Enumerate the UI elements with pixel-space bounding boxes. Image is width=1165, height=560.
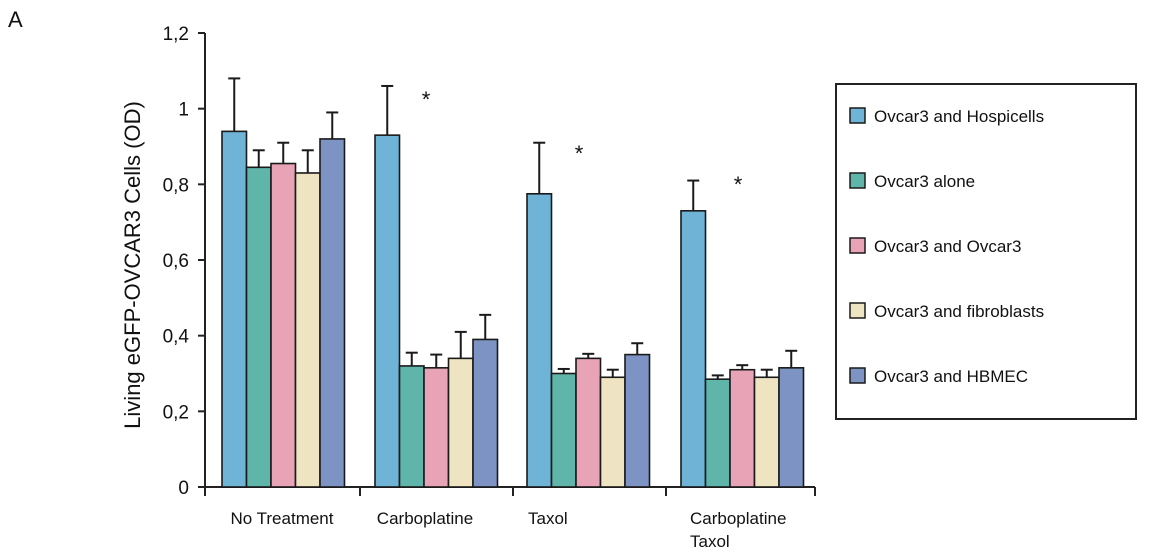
x-tick-label: Carboplatine (690, 509, 786, 528)
significance-markers: * * * (422, 87, 743, 197)
bar (729, 368, 756, 488)
bar (245, 166, 272, 488)
bar (704, 378, 731, 488)
significance-star: * (575, 141, 584, 166)
bar (680, 210, 707, 488)
legend-label: Ovcar3 and Hospicells (874, 107, 1044, 126)
bar (221, 130, 248, 488)
legend: Ovcar3 and Hospicells Ovcar3 alone Ovcar3 … (835, 83, 1137, 420)
y-tick-label: 0,8 (163, 175, 189, 196)
y-tick-label: 1,2 (163, 24, 189, 45)
y-tick-label: 0,2 (163, 402, 189, 423)
error-bars (228, 77, 798, 380)
x-tick-label: Taxol (528, 509, 568, 528)
bar (599, 376, 626, 488)
bar (423, 367, 450, 488)
y-tick-label: 0 (178, 478, 189, 499)
bar (447, 357, 474, 488)
y-tick-label: 1 (178, 100, 189, 121)
legend-label: Ovcar3 alone (874, 172, 975, 191)
legend-swatch (849, 237, 866, 254)
y-tick-label: 0,6 (163, 251, 189, 272)
bar (575, 357, 602, 488)
legend-swatch (849, 302, 866, 319)
legend-swatch (849, 172, 866, 189)
bar (294, 172, 321, 488)
bar (526, 192, 553, 488)
y-tick-label: 0,4 (163, 327, 190, 348)
x-tick-label: Carboplatine (377, 509, 473, 528)
y-axis-label: Living eGFP-OVCAR3 Cells (OD) (120, 101, 145, 429)
bars (221, 130, 805, 488)
bar (270, 162, 297, 488)
x-tick-label: Taxol (690, 532, 730, 551)
bar (472, 338, 499, 488)
bar (374, 134, 401, 488)
legend-swatch (849, 367, 866, 384)
legend-label: Ovcar3 and fibroblasts (874, 302, 1044, 321)
bar (319, 138, 346, 488)
x-tick-label: No Treatment (231, 509, 334, 528)
legend-box (835, 83, 1137, 420)
legend-label: Ovcar3 and HBMEC (874, 367, 1028, 386)
bar (778, 367, 805, 488)
panel-label: A (8, 7, 23, 32)
legend-label: Ovcar3 and Ovcar3 (874, 237, 1021, 256)
bar (398, 365, 425, 488)
significance-star: * (422, 87, 431, 112)
legend-swatch (849, 107, 866, 124)
bar (550, 372, 577, 488)
bar (753, 376, 780, 488)
bar (624, 353, 651, 488)
significance-star: * (734, 172, 743, 197)
